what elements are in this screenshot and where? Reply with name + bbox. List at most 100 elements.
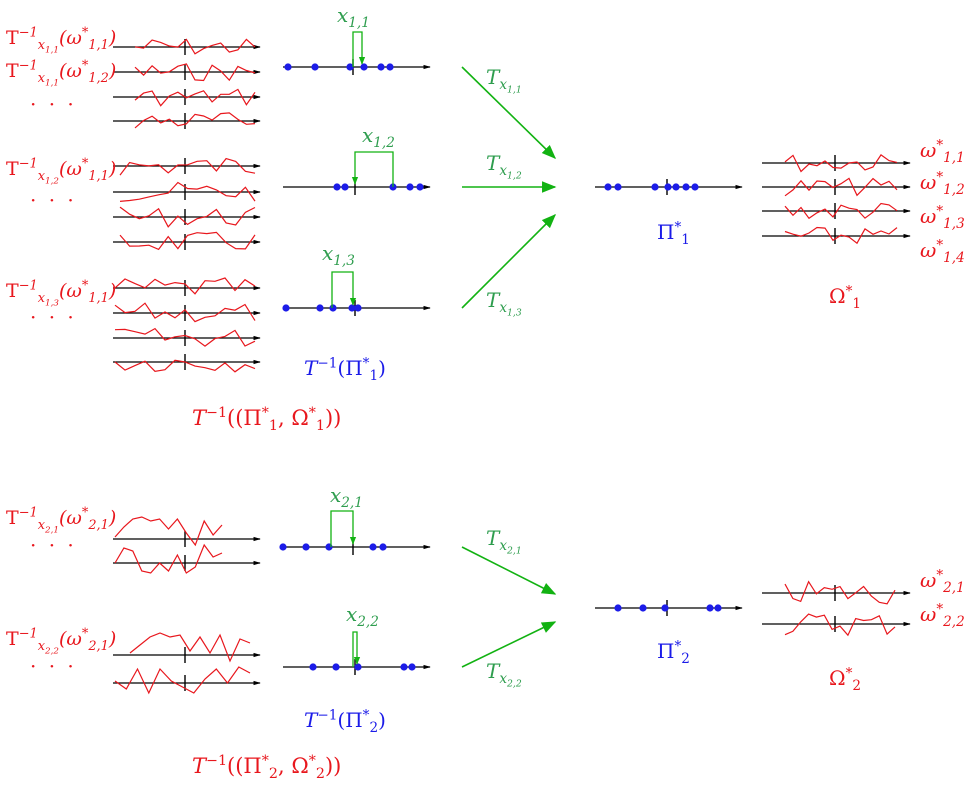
signal-trace — [119, 231, 256, 251]
ellipsis: · · · — [30, 654, 77, 678]
signal-trace — [119, 181, 256, 202]
arrow-label-t-x22: Tx2,2 — [486, 659, 522, 690]
offset-bracket — [352, 31, 366, 67]
signals-layer — [114, 38, 898, 695]
event-point — [639, 604, 647, 612]
signal-trace — [784, 580, 896, 605]
transform-arrow — [461, 213, 557, 309]
event-point — [604, 183, 612, 191]
event-point — [284, 63, 292, 71]
transform-arrow — [461, 66, 557, 160]
label-tinv-x11-w12: T−1x1,1(ω*1,2) — [6, 58, 117, 89]
signal-trace — [784, 154, 898, 173]
omega-2-label: Ω*2 — [829, 665, 862, 694]
offset-bracket — [352, 631, 361, 667]
signal-trace — [784, 613, 896, 637]
bracket-label-x21: x2,1 — [330, 483, 363, 511]
inverse-pi-1-label: T−1(Π*1) — [304, 355, 386, 384]
event-point — [672, 183, 680, 191]
event-point — [311, 63, 319, 71]
ellipsis: · · · — [30, 92, 77, 116]
event-point — [377, 63, 385, 71]
signal-trace — [114, 327, 256, 347]
bracket-label-x13: x1,3 — [322, 241, 355, 269]
label-tinv-x22-w21: T−1x2,2(ω*2,1) — [6, 626, 117, 657]
inverse-total-1-label: T−1((Π*1, Ω*1)) — [192, 405, 342, 435]
event-point — [282, 304, 290, 312]
right-label-w21: ω*2,1 — [920, 567, 965, 596]
event-point — [360, 63, 368, 71]
ellipsis: · · · — [30, 533, 77, 557]
event-point — [329, 304, 337, 312]
label-tinv-x13-w11: T−1x1,3(ω*1,1) — [6, 278, 117, 309]
event-point — [346, 63, 354, 71]
offset-bracket — [351, 151, 394, 187]
pi-2-label: Π*2 — [657, 638, 690, 667]
omega-1-label: Ω*1 — [829, 283, 862, 312]
pi-1-label: Π*1 — [657, 219, 690, 248]
arrow-label-t-x11: Tx1,1 — [486, 65, 522, 96]
signal-trace — [114, 516, 223, 547]
signal-trace — [114, 359, 256, 373]
event-point — [348, 304, 356, 312]
event-point — [386, 63, 394, 71]
event-point — [416, 183, 424, 191]
bracket-label-x11: x1,1 — [337, 3, 370, 31]
signal-trace — [784, 177, 898, 197]
ellipsis: · · · — [30, 305, 77, 329]
offset-bracket — [331, 271, 357, 308]
event-point — [341, 183, 349, 191]
right-label-w22: ω*2,2 — [920, 601, 965, 630]
signal-trace — [114, 543, 223, 574]
event-point — [691, 183, 699, 191]
signal-trace — [134, 38, 256, 55]
label-tinv-x11-w11: T−1x1,1(ω*1,1) — [6, 25, 117, 56]
event-point — [408, 663, 416, 671]
event-point — [333, 183, 341, 191]
event-point — [379, 543, 387, 551]
event-point — [309, 663, 317, 671]
signal-trace — [784, 226, 898, 245]
signal-trace — [134, 63, 256, 82]
points-layer — [279, 63, 722, 671]
right-label-w12: ω*1,2 — [920, 169, 965, 198]
brackets-layer — [330, 31, 394, 667]
signal-trace — [114, 666, 251, 695]
label-tinv-x21-w21: T−1x2,1(ω*2,1) — [6, 505, 117, 536]
event-point — [651, 183, 659, 191]
event-point — [661, 604, 669, 612]
signal-trace — [114, 302, 256, 323]
arrow-label-t-x12: Tx1,2 — [486, 151, 522, 182]
signal-trace — [114, 277, 256, 295]
event-point — [614, 183, 622, 191]
inverse-total-2-label: T−1((Π*2, Ω*2)) — [192, 753, 342, 783]
event-point — [682, 183, 690, 191]
signal-trace — [134, 112, 256, 129]
event-point — [706, 604, 714, 612]
event-point — [279, 543, 287, 551]
arrow-label-t-x21: Tx2,1 — [486, 526, 522, 557]
event-point — [714, 604, 722, 612]
signal-trace — [129, 632, 251, 663]
bracket-label-x22: x2,2 — [346, 602, 379, 630]
right-label-w14: ω*1,4 — [920, 237, 965, 266]
event-point — [354, 663, 362, 671]
event-point — [316, 304, 324, 312]
event-point — [302, 543, 310, 551]
arrow-label-t-x13: Tx1,3 — [486, 288, 522, 319]
label-tinv-x12-w11: T−1x1,2(ω*1,1) — [6, 156, 117, 187]
event-point — [332, 663, 340, 671]
signal-trace — [119, 157, 256, 176]
event-point — [354, 304, 362, 312]
event-point — [406, 183, 414, 191]
right-label-w13: ω*1,3 — [920, 203, 965, 232]
ellipsis: · · · — [30, 188, 77, 212]
arrows-layer — [461, 66, 557, 668]
signal-trace — [784, 202, 898, 220]
event-point — [664, 183, 672, 191]
offset-bracket — [330, 510, 357, 547]
transform-arrow — [461, 621, 557, 668]
event-point — [614, 604, 622, 612]
bracket-label-x12: x1,2 — [362, 123, 395, 151]
